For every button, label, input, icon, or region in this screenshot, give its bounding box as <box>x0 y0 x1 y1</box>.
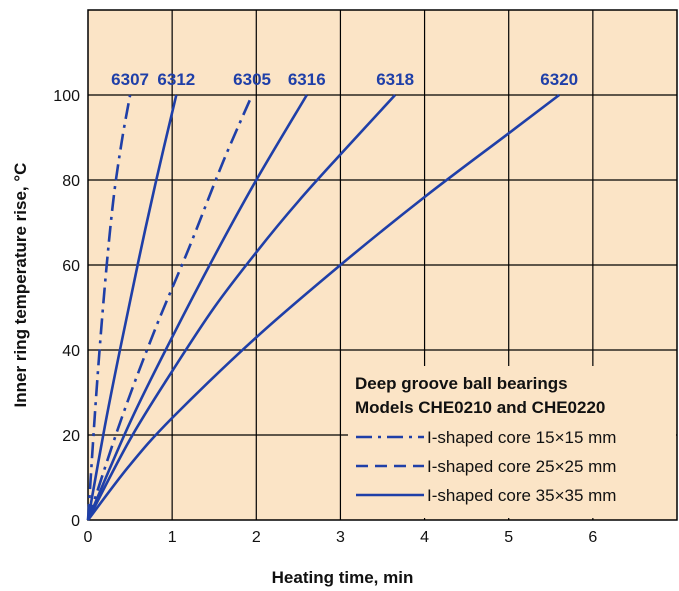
curve-label-6316: 6316 <box>288 70 326 89</box>
legend-entry-35mm: I-shaped core 35×35 mm <box>427 486 616 505</box>
x-tick-label: 3 <box>336 529 345 546</box>
legend-title-line1: Deep groove ball bearings <box>355 374 568 393</box>
curve-6307 <box>86 94 132 521</box>
y-tick-label: 60 <box>62 258 80 275</box>
y-tick-label: 40 <box>62 343 80 360</box>
legend-entry-15mm: I-shaped core 15×15 mm <box>427 428 616 447</box>
curve-label-6318: 6318 <box>376 70 414 89</box>
legend-entry-25mm: I-shaped core 25×25 mm <box>427 457 616 476</box>
curve-6316 <box>86 94 308 521</box>
x-axis-label: Heating time, min <box>272 568 414 587</box>
curve-6320 <box>86 93 560 521</box>
curve-label-6320: 6320 <box>540 70 578 89</box>
curve-label-6312: 6312 <box>157 70 195 89</box>
curve-label-6307: 6307 <box>111 70 149 89</box>
x-tick-label: 0 <box>84 529 93 546</box>
y-axis-label: Inner ring temperature rise, °C <box>11 163 30 408</box>
series-labels: 6307 6312 6305 6316 6318 6320 <box>111 70 578 89</box>
legend-background <box>348 366 676 518</box>
y-tick-label: 80 <box>62 173 80 190</box>
curve-label-6305: 6305 <box>233 70 271 89</box>
x-tick-label: 6 <box>588 529 597 546</box>
legend: Deep groove ball bearings Models CHE0210… <box>348 366 676 518</box>
series-curves <box>86 93 560 521</box>
curve-6305 <box>86 94 254 521</box>
y-tick-label: 0 <box>71 513 80 530</box>
x-tick-label: 2 <box>252 529 261 546</box>
x-tick-label: 4 <box>420 529 429 546</box>
y-tick-label: 20 <box>62 428 80 445</box>
y-tick-labels: 0 20 40 60 80 100 <box>53 88 80 530</box>
y-tick-label: 100 <box>53 88 80 105</box>
x-tick-labels: 0 1 2 3 4 5 6 <box>84 529 598 546</box>
curve-6312 <box>86 94 178 521</box>
curve-6318 <box>86 94 397 521</box>
legend-title-line2: Models CHE0210 and CHE0220 <box>355 398 605 417</box>
x-tick-label: 5 <box>504 529 513 546</box>
x-tick-label: 1 <box>168 529 177 546</box>
